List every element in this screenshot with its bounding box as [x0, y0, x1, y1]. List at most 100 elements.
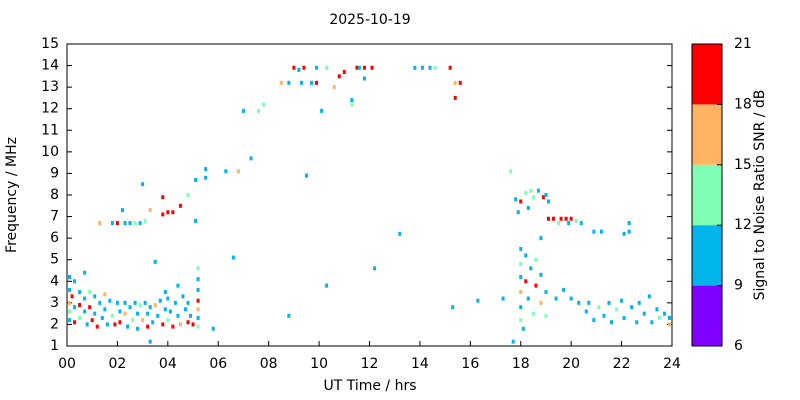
point	[166, 318, 170, 323]
y-tick-label: 8	[50, 187, 59, 203]
point	[519, 199, 523, 204]
point	[607, 300, 611, 305]
point	[191, 322, 195, 327]
point	[622, 315, 626, 320]
point	[420, 65, 424, 70]
point	[642, 311, 646, 316]
point	[123, 311, 127, 316]
colorbar-tick-label: 9	[734, 278, 743, 294]
point	[534, 283, 538, 288]
point	[587, 300, 591, 305]
point	[171, 210, 175, 215]
y-tick-label: 2	[50, 316, 59, 332]
point	[325, 283, 329, 288]
point	[168, 309, 172, 314]
point	[118, 320, 122, 325]
point	[189, 313, 193, 318]
point	[148, 305, 152, 310]
point	[163, 290, 167, 295]
point	[138, 303, 142, 308]
y-tick-label: 5	[50, 252, 59, 268]
point	[138, 221, 142, 226]
point	[577, 300, 581, 305]
point	[128, 305, 132, 310]
point	[557, 221, 561, 226]
point	[110, 313, 114, 318]
point	[133, 300, 137, 305]
point	[128, 221, 132, 226]
point	[539, 300, 543, 305]
y-tick-label: 14	[41, 58, 59, 74]
point	[287, 313, 291, 318]
point	[552, 216, 556, 221]
point	[113, 322, 117, 327]
point	[231, 255, 235, 260]
point	[183, 307, 187, 312]
point	[428, 65, 432, 70]
point	[85, 322, 89, 327]
point	[196, 307, 200, 312]
point	[448, 65, 452, 70]
point	[120, 208, 124, 213]
point	[526, 296, 530, 301]
point	[574, 218, 578, 223]
point	[178, 203, 182, 208]
point	[539, 272, 543, 277]
x-tick-label: 00	[58, 356, 76, 372]
point	[569, 216, 573, 221]
point	[662, 311, 666, 316]
point	[153, 303, 157, 308]
point	[350, 102, 354, 107]
point	[95, 324, 99, 329]
colorbar-segment	[692, 225, 722, 286]
point	[186, 300, 190, 305]
point	[68, 287, 72, 292]
point	[534, 257, 538, 262]
point	[108, 298, 112, 303]
point	[310, 80, 314, 85]
point	[635, 320, 639, 325]
point	[546, 199, 550, 204]
point	[350, 98, 354, 103]
chart-title: 2025-10-19	[329, 12, 410, 28]
point	[519, 262, 523, 267]
point	[562, 287, 566, 292]
point	[544, 290, 548, 295]
point	[196, 324, 200, 329]
point	[559, 216, 563, 221]
point	[103, 292, 107, 297]
point	[451, 305, 455, 310]
point	[610, 320, 613, 325]
point	[592, 318, 596, 323]
point	[627, 221, 631, 226]
x-tick-label: 24	[663, 356, 681, 372]
point	[514, 197, 518, 202]
point	[362, 65, 366, 70]
y-tick-label: 9	[50, 165, 59, 181]
point	[657, 315, 661, 320]
point	[68, 274, 72, 279]
point	[83, 296, 87, 301]
point	[315, 65, 319, 70]
point	[519, 305, 523, 310]
y-tick-label: 12	[41, 101, 59, 117]
point	[236, 169, 240, 174]
point	[146, 324, 150, 329]
colorbar-segment	[692, 44, 722, 105]
point	[370, 65, 374, 70]
point	[584, 309, 588, 314]
colorbar-segment	[692, 285, 722, 346]
point	[299, 80, 303, 85]
point	[73, 279, 77, 284]
point	[123, 300, 127, 305]
x-tick-label: 08	[260, 356, 278, 372]
point	[544, 313, 548, 318]
y-tick-label: 10	[41, 144, 59, 160]
point	[516, 210, 520, 215]
x-tick-label: 22	[613, 356, 631, 372]
x-tick-label: 10	[310, 356, 328, 372]
point	[519, 318, 523, 323]
point	[73, 320, 77, 325]
point	[115, 300, 119, 305]
